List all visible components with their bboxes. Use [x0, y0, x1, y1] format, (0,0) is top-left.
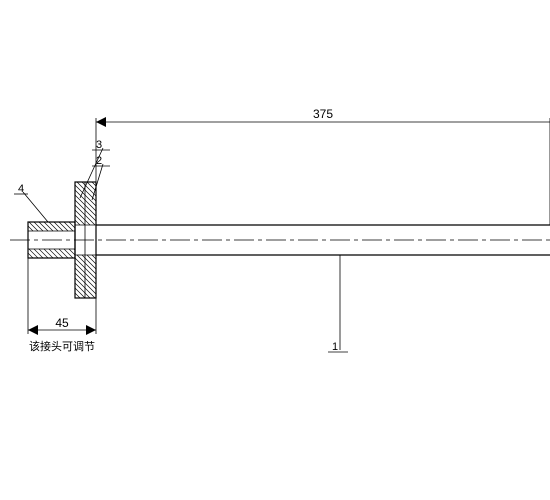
dimension-main: 375 [313, 107, 333, 121]
callout-3: 3 [96, 139, 102, 151]
dimension-joint: 45 [55, 316, 69, 330]
note-adjustable-joint: 该接头可调节 [29, 339, 95, 353]
callout-4: 4 [18, 183, 24, 195]
callout-1: 1 [332, 341, 338, 353]
mechanical-drawing: 37545该接头可调节1234 [0, 0, 550, 500]
